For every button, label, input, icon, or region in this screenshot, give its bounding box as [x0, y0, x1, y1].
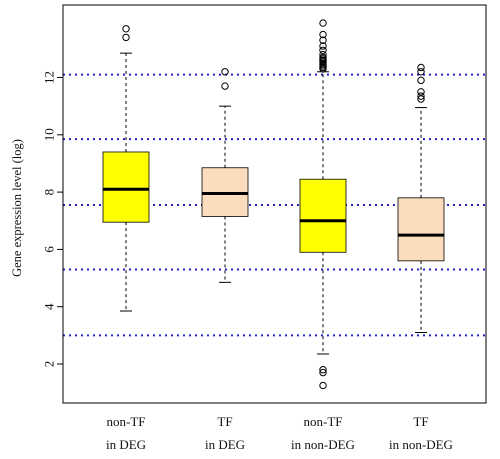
outlier-point — [417, 95, 425, 103]
outlier-point — [417, 76, 425, 85]
x-category-label-line2: in non-DEG — [389, 437, 453, 452]
outlier-point — [417, 88, 425, 96]
box-group — [201, 68, 249, 283]
outlier-point — [319, 53, 327, 62]
outlier-point — [417, 63, 425, 72]
outlier-point — [319, 30, 327, 39]
x-category-label-line2: in DEG — [205, 437, 245, 452]
outlier-point — [319, 36, 327, 44]
x-axis-categories: non-TF in DEG TF in DEG non-TF in non-DEG TF in… — [106, 414, 453, 452]
outlier-point — [319, 381, 327, 390]
outlier-point — [417, 92, 425, 100]
y-axis-label: Gene expression level (log) — [10, 139, 24, 277]
y-tick-label: 6 — [42, 246, 57, 253]
box-iqr — [102, 151, 150, 223]
outlier-point — [319, 19, 327, 27]
x-category-label-line2: in DEG — [106, 437, 146, 452]
box-iqr — [299, 178, 347, 253]
y-axis: 2 4 6 8 10 12 — [42, 71, 64, 367]
outlier-point — [221, 68, 229, 76]
y-tick-label: 2 — [42, 361, 57, 368]
y-tick-label: 10 — [42, 128, 57, 141]
x-category-label-line1: TF — [413, 414, 428, 429]
outlier-point — [319, 46, 327, 54]
x-category-label-line2: in non-DEG — [291, 437, 355, 452]
y-tick-label: 4 — [42, 303, 57, 310]
box-group — [397, 63, 445, 333]
y-tick-label: 12 — [42, 71, 57, 84]
outlier-point — [319, 42, 327, 50]
x-category-label-line1: TF — [217, 414, 232, 429]
x-category-label-line1: non-TF — [304, 414, 343, 429]
outlier-point — [319, 50, 327, 59]
box-series — [102, 19, 445, 390]
box-group — [299, 19, 347, 390]
outlier-point — [319, 368, 327, 377]
outlier-point — [221, 82, 229, 90]
outlier-point — [122, 33, 130, 42]
y-tick-label: 8 — [42, 189, 57, 196]
box-iqr — [397, 197, 445, 262]
outlier-point — [417, 68, 425, 76]
outlier-point — [319, 366, 327, 374]
outlier-point — [122, 25, 130, 33]
reference-lines — [63, 73, 486, 337]
x-category-label-line1: non-TF — [107, 414, 146, 429]
box-group — [102, 25, 150, 312]
